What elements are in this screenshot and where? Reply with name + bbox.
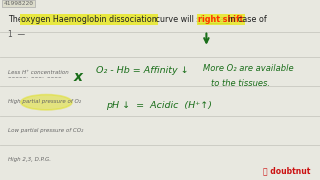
Text: to the tissues.: to the tissues. xyxy=(211,79,270,88)
Text: 41998220: 41998220 xyxy=(3,1,33,6)
Text: High 2,3, D.P.G.: High 2,3, D.P.G. xyxy=(8,157,51,162)
Text: x: x xyxy=(74,69,83,84)
Text: curve will show a: curve will show a xyxy=(153,15,227,24)
Text: right shift: right shift xyxy=(198,15,244,24)
Text: ⓓ doubtnut: ⓓ doubtnut xyxy=(263,166,310,176)
Text: 1  —: 1 — xyxy=(8,30,25,39)
Text: in case of: in case of xyxy=(228,15,267,24)
Ellipse shape xyxy=(21,94,72,110)
Text: The: The xyxy=(8,15,25,24)
Text: oxygen Haemoglobin dissociation: oxygen Haemoglobin dissociation xyxy=(21,15,156,24)
Text: pH ↓  =  Acidic  (H⁺↑): pH ↓ = Acidic (H⁺↑) xyxy=(106,101,212,110)
Text: Less H⁺ concentration: Less H⁺ concentration xyxy=(8,70,69,75)
Text: O₂ - Hb = Affinity ↓: O₂ - Hb = Affinity ↓ xyxy=(96,66,188,75)
Text: Low partial pressure of CO₂: Low partial pressure of CO₂ xyxy=(8,128,84,133)
Text: More O₂ are available: More O₂ are available xyxy=(203,64,294,73)
Text: High partial pressure of O₂: High partial pressure of O₂ xyxy=(8,99,81,104)
